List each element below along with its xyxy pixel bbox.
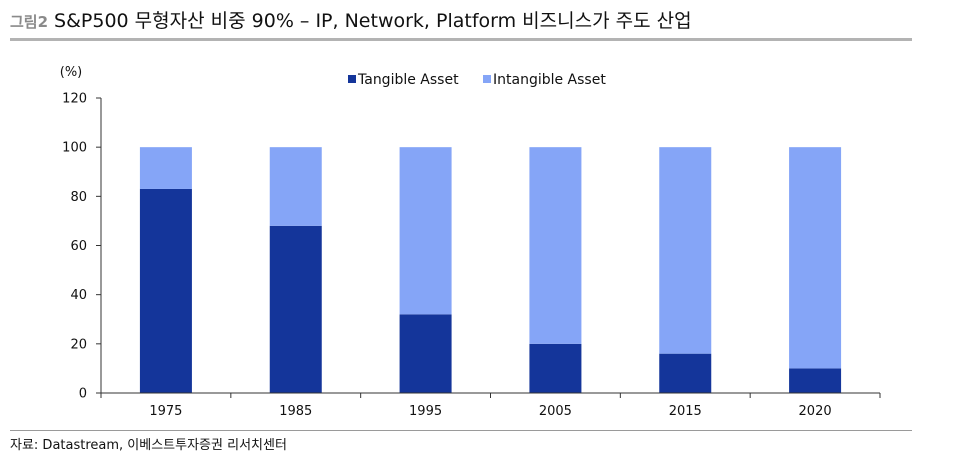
y-tick-label: 60: [70, 239, 87, 254]
y-tick-label: 100: [62, 141, 87, 156]
bars: [139, 147, 842, 393]
bar-intangible-asset-1985: [269, 147, 322, 226]
bar-intangible-asset-2005: [529, 147, 582, 344]
figure-title: S&P500 무형자산 비중 90% – IP, Network, Platfo…: [54, 10, 692, 32]
x-tick-label: 2020: [799, 404, 832, 419]
legend-label-tangible-asset: Tangible Asset: [357, 72, 459, 88]
bar-intangible-asset-2020: [789, 147, 842, 369]
x-tick-label: 1985: [279, 404, 312, 419]
bar-intangible-asset-1975: [139, 147, 192, 189]
x-tick-label: 1995: [409, 404, 442, 419]
legend-swatch-tangible-asset: [348, 75, 356, 83]
legend-swatch-intangible-asset: [483, 75, 491, 83]
y-tick-label: 0: [79, 387, 87, 402]
x-axis: 1975 1985 1995 2005 2015 2020: [100, 392, 881, 419]
figure-header: 그림2 S&P500 무형자산 비중 90% – IP, Network, Pla…: [10, 6, 910, 36]
header-rule: [10, 38, 912, 41]
y-tick-label: 20: [70, 337, 87, 352]
figure-label: 그림2: [10, 13, 49, 31]
footer-rule: [10, 430, 912, 431]
y-tick-label: 80: [70, 190, 87, 205]
bar-tangible-asset-1995: [399, 314, 452, 393]
bar-intangible-asset-2015: [659, 147, 712, 354]
x-tick-label: 2015: [669, 404, 702, 419]
y-axis-unit-label: (%): [60, 65, 83, 80]
stacked-bar-chart: (%) Tangible Asset Intangible Asset 0 20 40…: [60, 65, 881, 419]
legend: Tangible Asset Intangible Asset: [348, 72, 606, 88]
x-tick-label: 2005: [539, 404, 572, 419]
bar-tangible-asset-1985: [269, 225, 322, 393]
source-note: 자료: Datastream, 이베스트투자증권 리서치센터: [10, 438, 287, 453]
bar-intangible-asset-1995: [399, 147, 452, 315]
bar-tangible-asset-2015: [659, 353, 712, 393]
y-tick-label: 40: [70, 288, 87, 303]
y-axis: 0 20 40 60 80 100 120: [62, 92, 102, 402]
legend-label-intangible-asset: Intangible Asset: [493, 72, 606, 88]
bar-tangible-asset-2005: [529, 343, 582, 393]
x-tick-label: 1975: [149, 404, 182, 419]
y-tick-label: 120: [62, 92, 87, 107]
bar-tangible-asset-1975: [139, 188, 192, 393]
bar-tangible-asset-2020: [789, 368, 842, 393]
